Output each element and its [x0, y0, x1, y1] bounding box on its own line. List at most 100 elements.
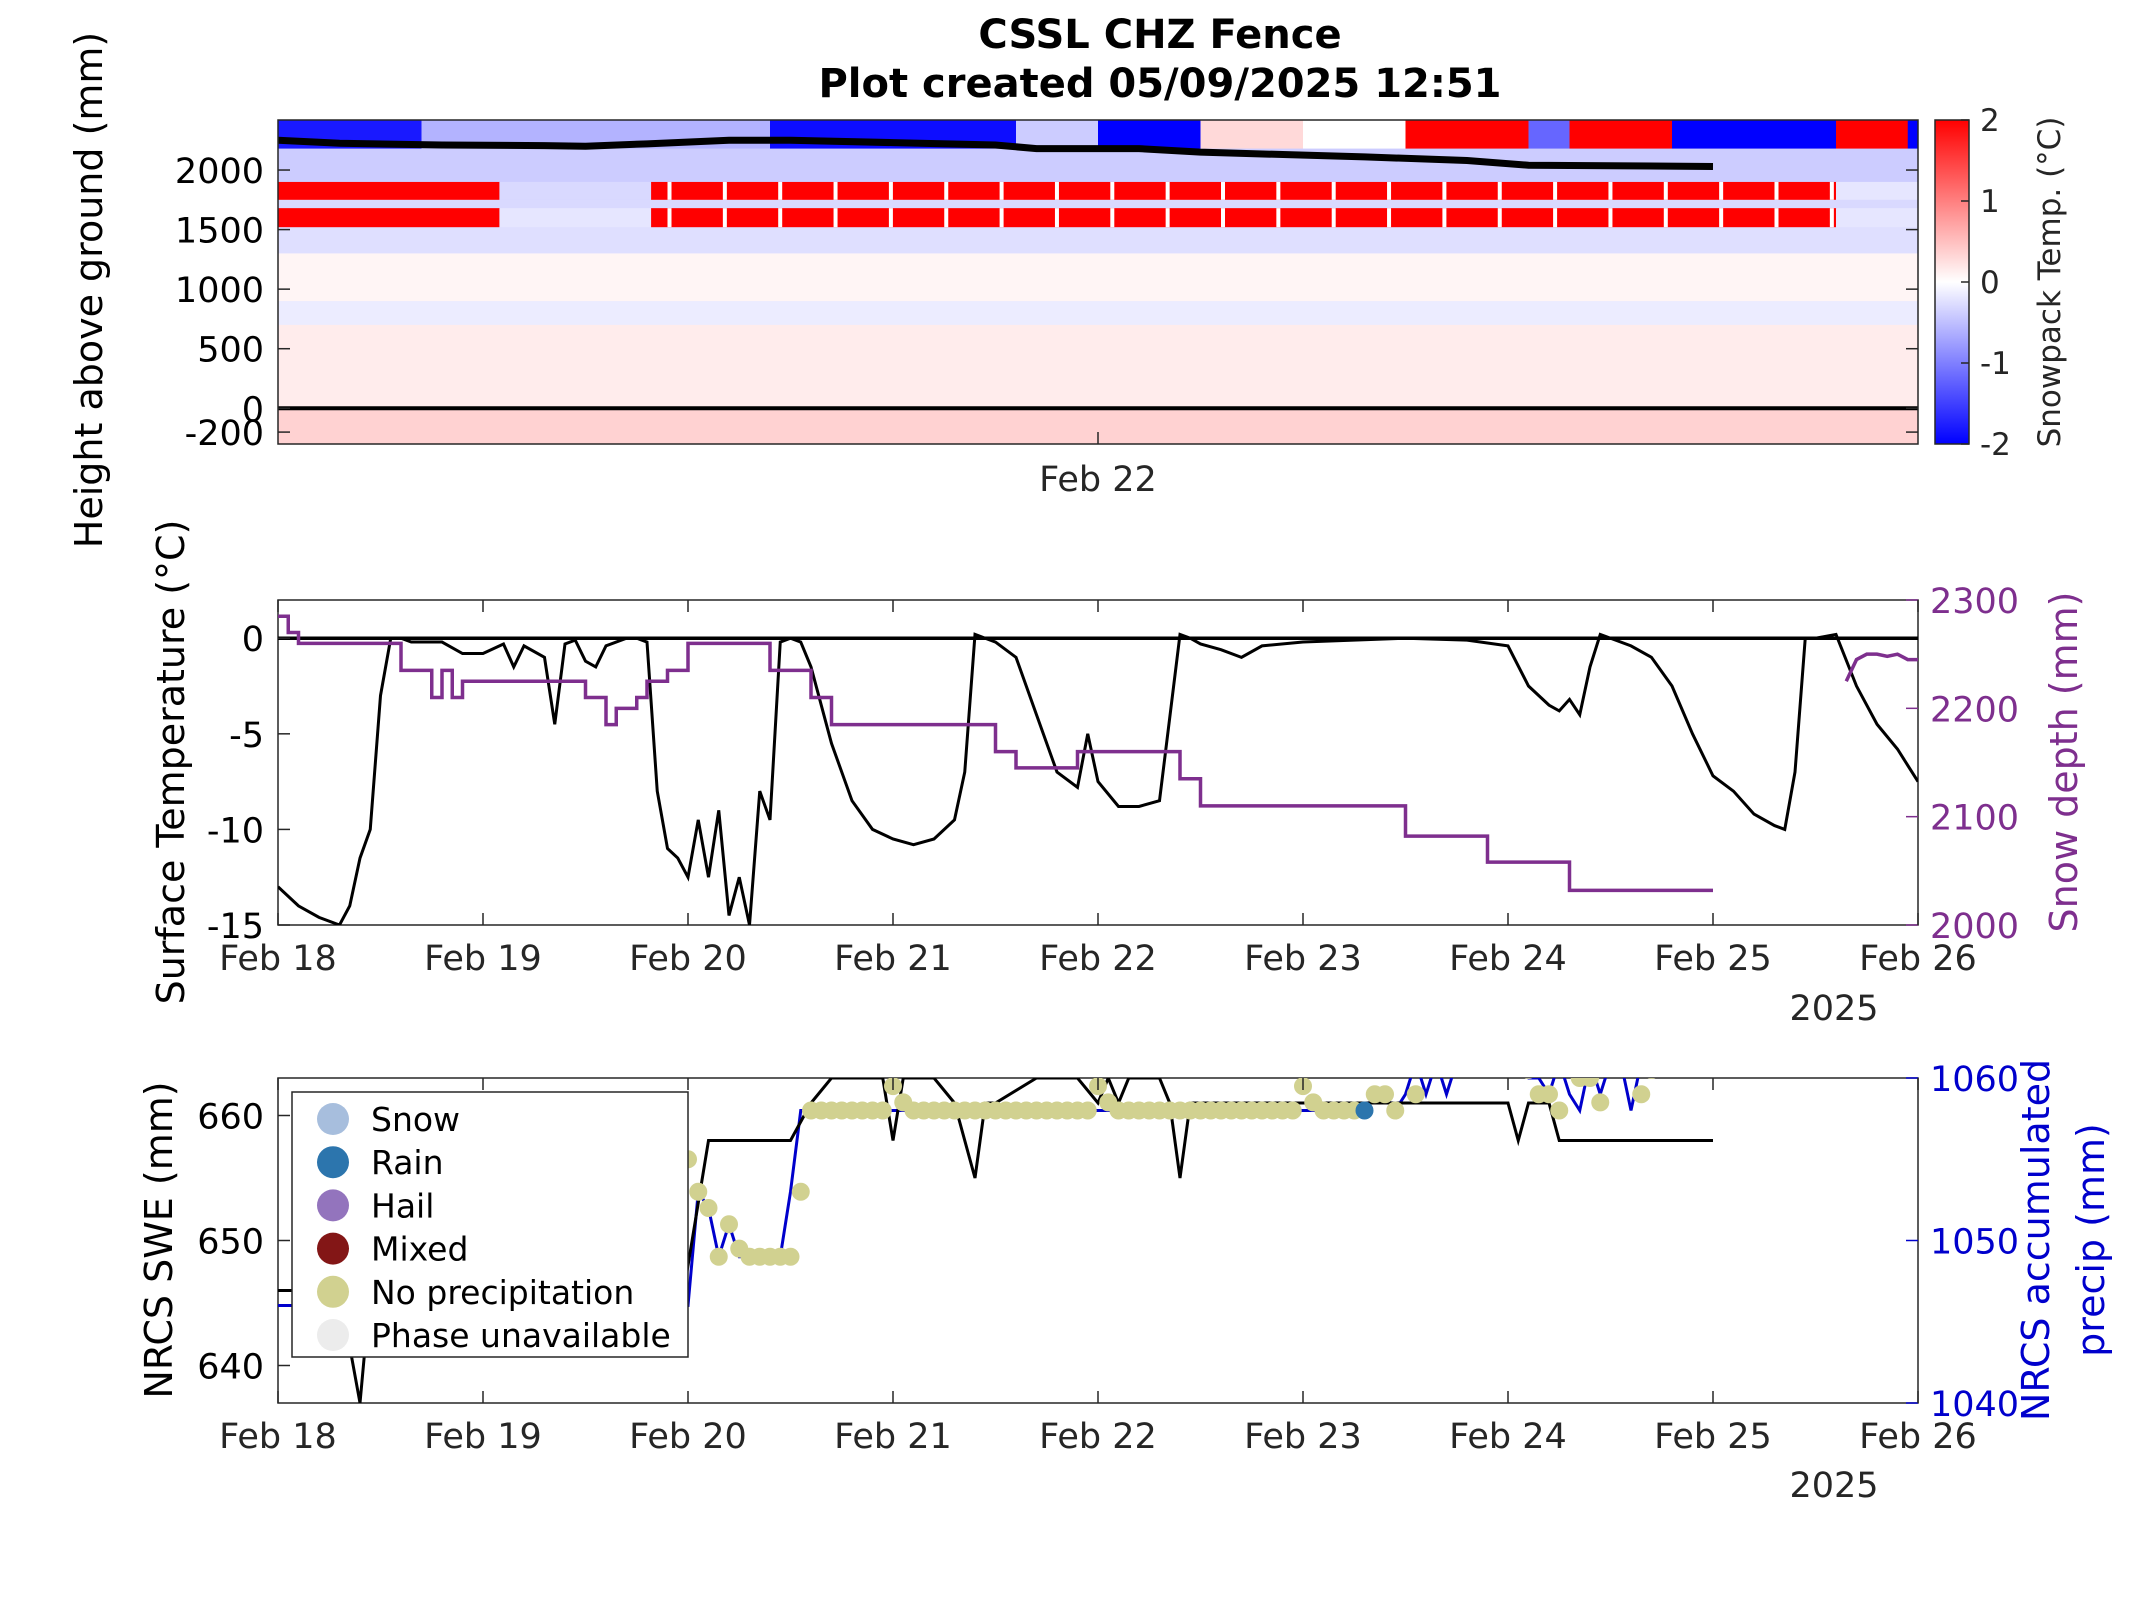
no-precipitation-marker [1704, 1053, 1722, 1071]
depth-ytick-label: 2300 [1930, 582, 2019, 622]
no-precipitation-marker [1745, 1053, 1763, 1071]
no-precipitation-marker [1622, 1053, 1640, 1071]
no-precipitation-marker [1684, 1053, 1702, 1071]
heatmap-cell [1016, 120, 1099, 150]
legend-label: Phase unavailable [371, 1316, 671, 1355]
heatmap-gap [722, 208, 727, 228]
heatmap-gap [1054, 181, 1059, 200]
heatmap-cell [1303, 120, 1406, 150]
no-precipitation-marker [699, 1199, 718, 1217]
heatmap-gap [1221, 208, 1225, 228]
depth-ytick-label: 2000 [1930, 907, 2019, 947]
colorbar-tick-label: -1 [1980, 346, 2011, 382]
heatmap-cell [1405, 120, 1529, 150]
heatmap-cell [499, 181, 652, 201]
heatmap-gap [1110, 181, 1115, 200]
swe-xtick-label: Feb 21 [834, 1417, 952, 1457]
heatmap-gap [1719, 208, 1724, 228]
legend-marker [317, 1275, 349, 1308]
heatmap-gap [1387, 181, 1392, 200]
heatmap-gap [1110, 208, 1115, 228]
swe-xtick-label: Feb 18 [219, 1417, 337, 1457]
heatmap-gap [1165, 208, 1170, 228]
heatmap-gap [1608, 208, 1613, 228]
heatmap-cell [1836, 208, 1918, 228]
no-precipitation-marker [1448, 1053, 1466, 1071]
heatmap-gap [1165, 181, 1170, 200]
colorbar-tick-label: 2 [1980, 103, 2000, 139]
no-precipitation-marker [1868, 1053, 1886, 1071]
swe-xtick-label: Feb 24 [1449, 1417, 1567, 1457]
heatmap-gap [778, 208, 783, 228]
heatmap-gap [1054, 208, 1059, 228]
swe-xtick-label: Feb 23 [1244, 1417, 1362, 1457]
swe-xtick-label: Feb 25 [1654, 1417, 1772, 1457]
rain-marker [1355, 1101, 1374, 1120]
heatmap-gap [1829, 208, 1834, 228]
heatmap-gap [888, 181, 893, 200]
heatmap-gap [833, 181, 838, 200]
no-precipitation-marker [1837, 1053, 1855, 1071]
no-precipitation-marker [1561, 1053, 1579, 1071]
precip-ytick-label: 1040 [1930, 1385, 2019, 1425]
no-precipitation-marker [1612, 1053, 1630, 1071]
snow-depth-line-late [1844, 652, 1918, 682]
legend-marker [317, 1103, 349, 1135]
swe-ytick-label: 650 [197, 1223, 264, 1263]
legend-marker [317, 1146, 349, 1179]
depth-ytick-label: 2200 [1930, 690, 2019, 730]
no-precipitation-marker [1406, 1085, 1425, 1104]
surface-temperature-line [278, 632, 1918, 925]
temp-xtick-label: Feb 25 [1654, 939, 1772, 979]
heatmap-cell [278, 301, 1918, 326]
swe-xtick-label: Feb 22 [1039, 1417, 1157, 1457]
heatmap-ytick-label: -200 [185, 414, 264, 454]
temp-ytick-label: -5 [229, 716, 264, 756]
temp-xtick-label: Feb 21 [834, 939, 952, 979]
temp-ytick-label: -10 [207, 811, 264, 851]
no-precipitation-marker [709, 1247, 728, 1266]
no-precipitation-marker [1550, 1101, 1569, 1120]
legend-marker [317, 1189, 349, 1222]
no-precipitation-marker [1427, 1053, 1445, 1071]
no-precipitation-marker [1889, 1053, 1907, 1071]
heatmap-gap [888, 208, 893, 228]
no-precipitation-marker [1735, 1053, 1753, 1071]
no-precipitation-marker [1479, 1053, 1497, 1071]
no-precipitation-marker [1438, 1053, 1456, 1071]
heatmap-cell [278, 181, 500, 201]
no-precipitation-marker [1755, 1053, 1773, 1071]
legend-label: Mixed [371, 1230, 468, 1269]
depth-ytick-label: 2100 [1930, 799, 2019, 839]
heatmap-cell [651, 181, 1837, 201]
heatmap-cell [1836, 181, 1918, 201]
no-precipitation-marker [1386, 1101, 1405, 1120]
heatmap-cell [278, 253, 1918, 302]
heatmap-gap [1719, 181, 1724, 200]
no-precipitation-marker [1848, 1053, 1866, 1071]
swe-precip-panel: 660 650 640 1060 1050 1040 Feb 18 Feb 19 Feb 2… [137, 1053, 2113, 1506]
temp-xtick-label: Feb 19 [424, 939, 542, 979]
heatmap-cell [651, 208, 1837, 228]
heatmap-cell [1907, 120, 1918, 150]
no-precipitation-marker [1909, 1053, 1927, 1071]
no-precipitation-marker [1714, 1053, 1732, 1071]
heatmap-cell [278, 324, 1918, 409]
no-precipitation-marker [1817, 1053, 1835, 1071]
no-precipitation-marker [1766, 1053, 1784, 1071]
temp-xtick-label: Feb 26 [1859, 939, 1977, 979]
surface-temp-plot-area [278, 614, 1918, 925]
heatmap-gap [667, 208, 672, 228]
swe-xtick-label: Feb 20 [629, 1417, 747, 1457]
heatmap-ytick-label: 0 [242, 390, 264, 430]
heatmap-gap [1442, 208, 1447, 228]
no-precipitation-marker [1827, 1053, 1845, 1071]
heatmap-gap [1774, 181, 1779, 200]
heatmap-gap [778, 181, 783, 200]
precip-ytick-label: 1050 [1930, 1223, 2019, 1263]
heatmap-gap [1553, 208, 1558, 228]
legend-box [291, 1091, 689, 1358]
legend-label: Snow [371, 1100, 460, 1139]
no-precipitation-marker [720, 1215, 738, 1234]
heatmap-cell [278, 208, 500, 228]
